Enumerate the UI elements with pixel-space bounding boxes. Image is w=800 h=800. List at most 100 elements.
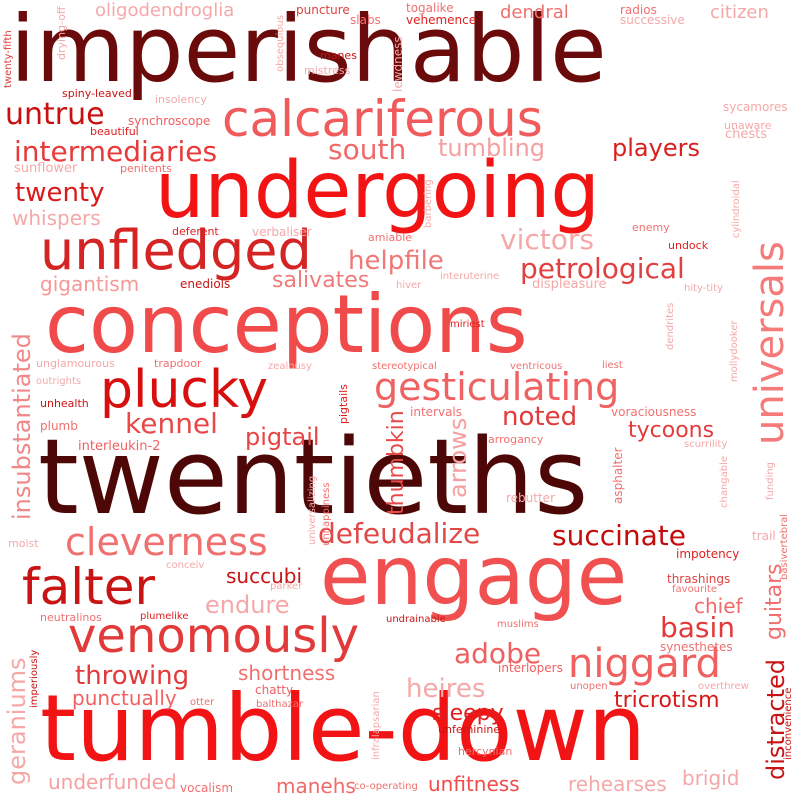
word: rehearses <box>568 772 667 796</box>
word: interleukin-2 <box>78 439 161 454</box>
word: plucky <box>100 360 269 420</box>
word: cylindroidal <box>731 180 742 238</box>
word: favourite <box>672 584 717 595</box>
word: insubstantiated <box>8 333 36 520</box>
word: unhealth <box>40 397 89 410</box>
word: adobe <box>454 637 542 670</box>
word: sleepy <box>432 701 504 726</box>
word: twenty <box>15 178 105 208</box>
word: geraniums <box>3 657 31 785</box>
word: neutralinos <box>40 611 102 624</box>
word: kennel <box>125 407 218 440</box>
word: zealousy <box>268 361 312 372</box>
word: unhappiness <box>321 482 332 546</box>
word: gigantism <box>40 272 140 296</box>
word: twentieths <box>38 416 589 538</box>
word: synesthetes <box>660 640 733 654</box>
word: enemy <box>632 221 670 234</box>
word: trail <box>752 529 776 543</box>
word: voraciousness <box>611 405 697 419</box>
word: throwing <box>75 661 190 691</box>
word: interuterine <box>440 271 500 282</box>
word: unfledged <box>40 219 312 282</box>
word: changable <box>719 455 730 508</box>
word: arrows <box>444 417 472 498</box>
word: trapdoor <box>154 357 202 370</box>
word: plumelike <box>140 611 189 622</box>
word: otter <box>190 697 215 708</box>
word: radios <box>620 3 657 17</box>
word: liest <box>602 360 623 371</box>
word: balthazar <box>256 699 304 710</box>
word: inconvenience <box>783 687 794 760</box>
word: citizen <box>710 2 769 23</box>
word: underfunded <box>48 770 177 794</box>
word: chief <box>694 594 743 618</box>
word: universalizing <box>307 475 318 545</box>
word: heires <box>406 674 486 704</box>
word: miriest <box>450 319 485 330</box>
word: displeasure <box>532 277 607 292</box>
word: undrainable <box>386 614 446 625</box>
word: barbering <box>423 179 434 228</box>
word: drying-off <box>55 6 68 60</box>
word: defeudalize <box>318 517 481 550</box>
word: deferent <box>172 225 219 238</box>
word: conceiv <box>166 560 205 571</box>
word: succinate <box>552 519 687 552</box>
word: hiver <box>396 280 422 291</box>
word: tumbling <box>438 134 546 162</box>
word: penitents <box>120 162 172 175</box>
word: conceptions <box>45 278 528 371</box>
word: engage <box>320 529 628 624</box>
word: thumbkin <box>384 410 409 515</box>
word: intervals <box>410 405 463 419</box>
word: basivertebral <box>779 513 790 580</box>
word: unfeminine <box>438 723 501 736</box>
word: endure <box>205 591 290 619</box>
word: succubi <box>226 564 303 588</box>
word: helpfile <box>348 246 444 276</box>
word: manehs <box>276 774 356 798</box>
word: pigtail <box>245 423 320 451</box>
word: cleverness <box>65 520 268 564</box>
word: pigtails <box>337 384 350 424</box>
word: lewdness <box>391 36 405 92</box>
word: beautiful <box>90 125 139 138</box>
word: unopen <box>570 681 608 692</box>
word: undergoing <box>155 146 600 236</box>
word: untrue <box>5 97 105 132</box>
word: insolency <box>155 93 207 106</box>
word: niggard <box>568 641 721 687</box>
word: players <box>612 134 700 162</box>
word: parker <box>270 581 303 592</box>
word: dendrites <box>665 302 676 350</box>
word: chatty <box>255 683 294 697</box>
word: punctually <box>72 686 177 710</box>
word: falter <box>22 558 156 616</box>
word: asphalter <box>611 447 625 504</box>
word: puncture <box>296 3 350 17</box>
word: spiny-leaved <box>62 87 132 100</box>
word: whispers <box>12 206 101 230</box>
word: calcariferous <box>222 90 543 148</box>
word: plumb <box>40 419 78 433</box>
word: south <box>328 133 407 166</box>
word: dendral <box>500 2 569 23</box>
word: noted <box>502 402 578 432</box>
word: salivates <box>272 268 370 293</box>
word: victors <box>500 223 594 256</box>
word: shortness <box>238 661 336 685</box>
word: tumble-down <box>40 675 646 782</box>
word: enediols <box>180 277 231 291</box>
word: unaware <box>724 119 772 132</box>
word: mistress <box>304 64 351 77</box>
word: impotency <box>676 547 740 561</box>
word: unglamourous <box>36 357 115 370</box>
word: togalike <box>406 1 454 15</box>
word: ventricous <box>510 361 563 372</box>
word: funding <box>765 461 776 500</box>
word: interlopers <box>498 661 563 675</box>
word: gesticulating <box>374 365 620 409</box>
word: sycamores <box>723 100 788 114</box>
